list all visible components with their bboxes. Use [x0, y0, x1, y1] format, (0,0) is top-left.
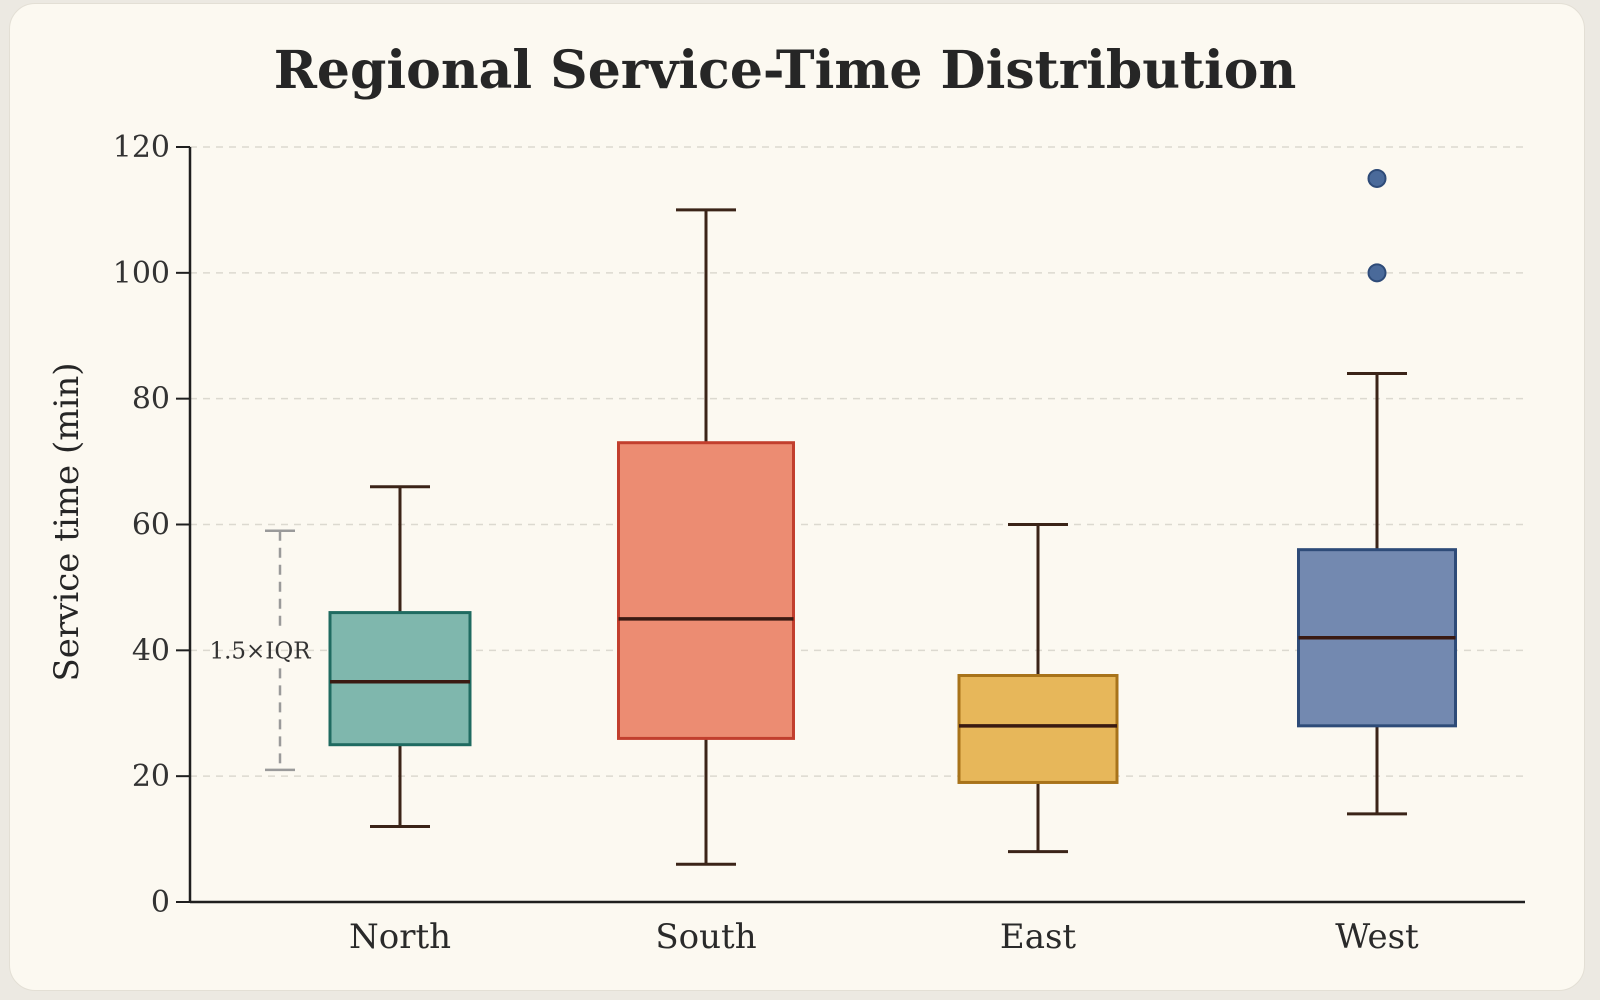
y-tick-label-0: 0 [151, 885, 170, 920]
y-tick-label-100: 100 [113, 256, 170, 291]
iqr-annotation-label: 1.5×IQR [209, 638, 311, 664]
iqr-annotation: 1.5×IQR [209, 529, 311, 772]
y-tick-label-40: 40 [132, 633, 170, 668]
axes: 0 20 40 60 80 100 120 North South East West [113, 130, 1525, 957]
x-category-label-north: North [349, 917, 451, 957]
y-axis-title: Service time (min) [47, 363, 87, 682]
box-north [328, 485, 472, 828]
box-east [957, 523, 1119, 854]
y-tick-label-80: 80 [132, 382, 170, 417]
outlier-point-west-1 [1367, 263, 1387, 283]
box-south [617, 208, 795, 866]
iqr-box-south [617, 441, 795, 740]
box-west [1297, 168, 1457, 816]
chart-card [9, 3, 1585, 991]
y-tick-label-60: 60 [132, 508, 170, 543]
box-series [328, 168, 1457, 866]
x-category-label-east: East [1000, 917, 1077, 957]
outlier-point-west-2 [1367, 168, 1387, 188]
x-category-label-west: West [1335, 917, 1419, 957]
x-category-label-south: South [655, 917, 756, 957]
chart-title: Regional Service-Time Distribution [274, 40, 1297, 101]
iqr-box-east [957, 674, 1119, 784]
iqr-box-north [328, 611, 472, 747]
y-tick-label-120: 120 [113, 130, 170, 165]
y-tick-label-20: 20 [132, 759, 170, 794]
